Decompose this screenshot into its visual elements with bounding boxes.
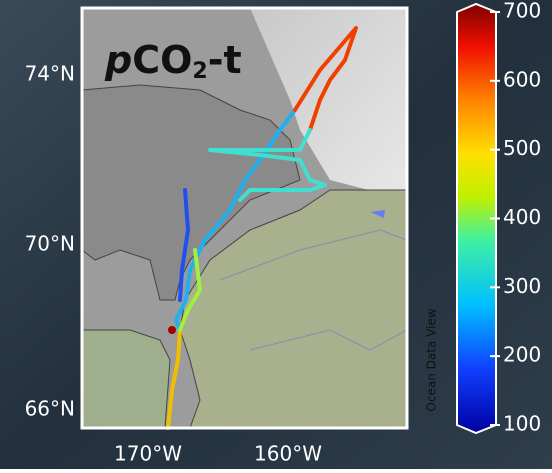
map-title: pCO2-t <box>104 38 242 85</box>
colorbar-tick-label: 200 <box>503 343 541 367</box>
watermark: Ocean Data View <box>425 308 439 411</box>
lat-label: 70°N <box>25 232 75 256</box>
lon-label: 170°W <box>114 442 182 466</box>
lon-label: 160°W <box>254 442 322 466</box>
colorbar-tick-label: 500 <box>503 136 541 160</box>
colorbar-tick-label: 400 <box>503 205 541 229</box>
lat-label: 74°N <box>25 62 75 86</box>
colorbar-tick-label: 700 <box>503 0 541 23</box>
colorbar-tick-label: 600 <box>503 67 541 91</box>
map: pCO2-t <box>82 8 407 428</box>
track-point <box>168 326 176 334</box>
colorbar-tick-label: 100 <box>503 412 541 436</box>
lat-label: 66°N <box>25 397 75 421</box>
colorbar-tick-label: 300 <box>503 274 541 298</box>
land-siberia <box>82 330 170 428</box>
page: pCO2-t 74°N 70°N 66°N 170°W 160°W Ocean … <box>0 0 552 469</box>
